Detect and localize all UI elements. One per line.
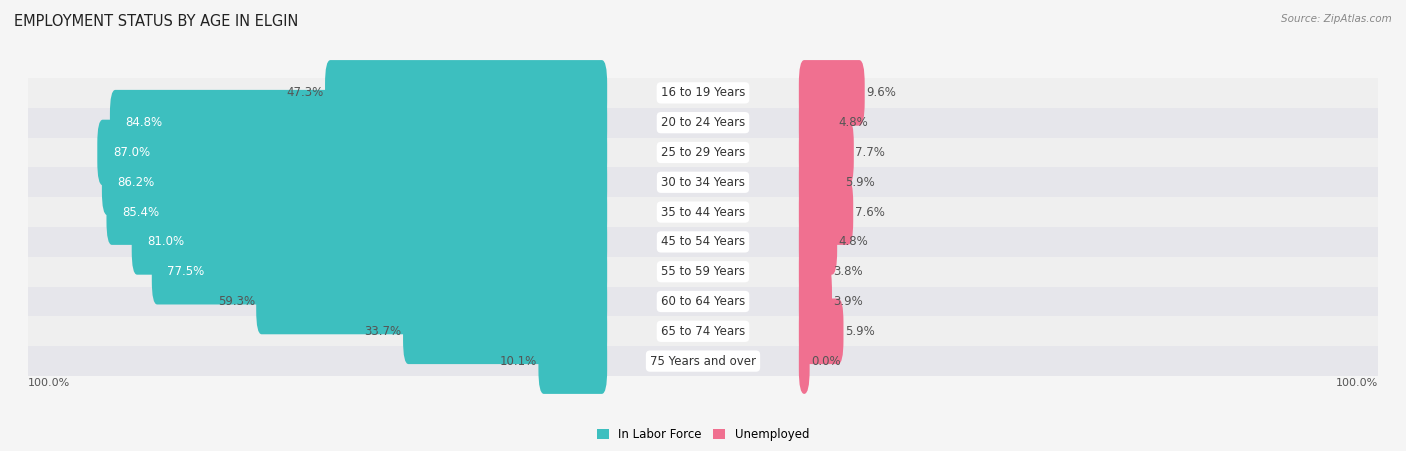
Bar: [28, 227, 1378, 257]
Text: 33.7%: 33.7%: [364, 325, 402, 338]
Text: 77.5%: 77.5%: [167, 265, 204, 278]
FancyBboxPatch shape: [799, 299, 844, 364]
Text: 5.9%: 5.9%: [845, 176, 875, 189]
Text: 9.6%: 9.6%: [866, 87, 896, 99]
FancyBboxPatch shape: [256, 269, 607, 334]
FancyBboxPatch shape: [799, 209, 837, 275]
Text: 84.8%: 84.8%: [125, 116, 163, 129]
Bar: [28, 257, 1378, 286]
Text: 5.9%: 5.9%: [845, 325, 875, 338]
Text: 3.8%: 3.8%: [832, 265, 862, 278]
Text: 35 to 44 Years: 35 to 44 Years: [661, 206, 745, 219]
Bar: [28, 167, 1378, 197]
Text: 65 to 74 Years: 65 to 74 Years: [661, 325, 745, 338]
FancyBboxPatch shape: [799, 90, 837, 156]
Text: 3.9%: 3.9%: [834, 295, 863, 308]
Text: EMPLOYMENT STATUS BY AGE IN ELGIN: EMPLOYMENT STATUS BY AGE IN ELGIN: [14, 14, 298, 28]
FancyBboxPatch shape: [799, 328, 810, 394]
Text: 59.3%: 59.3%: [218, 295, 254, 308]
Text: 7.6%: 7.6%: [855, 206, 884, 219]
FancyBboxPatch shape: [538, 328, 607, 394]
FancyBboxPatch shape: [110, 90, 607, 156]
Bar: [28, 108, 1378, 138]
Text: 10.1%: 10.1%: [499, 354, 537, 368]
Text: 100.0%: 100.0%: [1336, 377, 1378, 387]
Bar: [28, 78, 1378, 108]
Text: 4.8%: 4.8%: [838, 235, 869, 249]
Text: 47.3%: 47.3%: [287, 87, 323, 99]
Text: 16 to 19 Years: 16 to 19 Years: [661, 87, 745, 99]
Bar: [28, 317, 1378, 346]
Text: 45 to 54 Years: 45 to 54 Years: [661, 235, 745, 249]
Text: 60 to 64 Years: 60 to 64 Years: [661, 295, 745, 308]
Text: 85.4%: 85.4%: [122, 206, 159, 219]
FancyBboxPatch shape: [107, 179, 607, 245]
Bar: [28, 138, 1378, 167]
FancyBboxPatch shape: [132, 209, 607, 275]
FancyBboxPatch shape: [799, 149, 844, 215]
FancyBboxPatch shape: [799, 60, 865, 126]
Text: 55 to 59 Years: 55 to 59 Years: [661, 265, 745, 278]
FancyBboxPatch shape: [799, 120, 853, 185]
Text: 0.0%: 0.0%: [811, 354, 841, 368]
Text: 100.0%: 100.0%: [28, 377, 70, 387]
Text: 20 to 24 Years: 20 to 24 Years: [661, 116, 745, 129]
Text: 25 to 29 Years: 25 to 29 Years: [661, 146, 745, 159]
FancyBboxPatch shape: [152, 239, 607, 304]
FancyBboxPatch shape: [97, 120, 607, 185]
FancyBboxPatch shape: [101, 149, 607, 215]
FancyBboxPatch shape: [799, 269, 832, 334]
Text: 30 to 34 Years: 30 to 34 Years: [661, 176, 745, 189]
Legend: In Labor Force, Unemployed: In Labor Force, Unemployed: [592, 423, 814, 446]
Bar: [28, 286, 1378, 317]
Text: 75 Years and over: 75 Years and over: [650, 354, 756, 368]
FancyBboxPatch shape: [325, 60, 607, 126]
Text: 87.0%: 87.0%: [112, 146, 150, 159]
FancyBboxPatch shape: [799, 239, 831, 304]
Text: 4.8%: 4.8%: [838, 116, 869, 129]
Text: 7.7%: 7.7%: [855, 146, 884, 159]
FancyBboxPatch shape: [404, 299, 607, 364]
Bar: [28, 197, 1378, 227]
FancyBboxPatch shape: [799, 179, 853, 245]
Text: 86.2%: 86.2%: [118, 176, 155, 189]
Text: Source: ZipAtlas.com: Source: ZipAtlas.com: [1281, 14, 1392, 23]
Text: 81.0%: 81.0%: [148, 235, 184, 249]
Bar: [28, 346, 1378, 376]
